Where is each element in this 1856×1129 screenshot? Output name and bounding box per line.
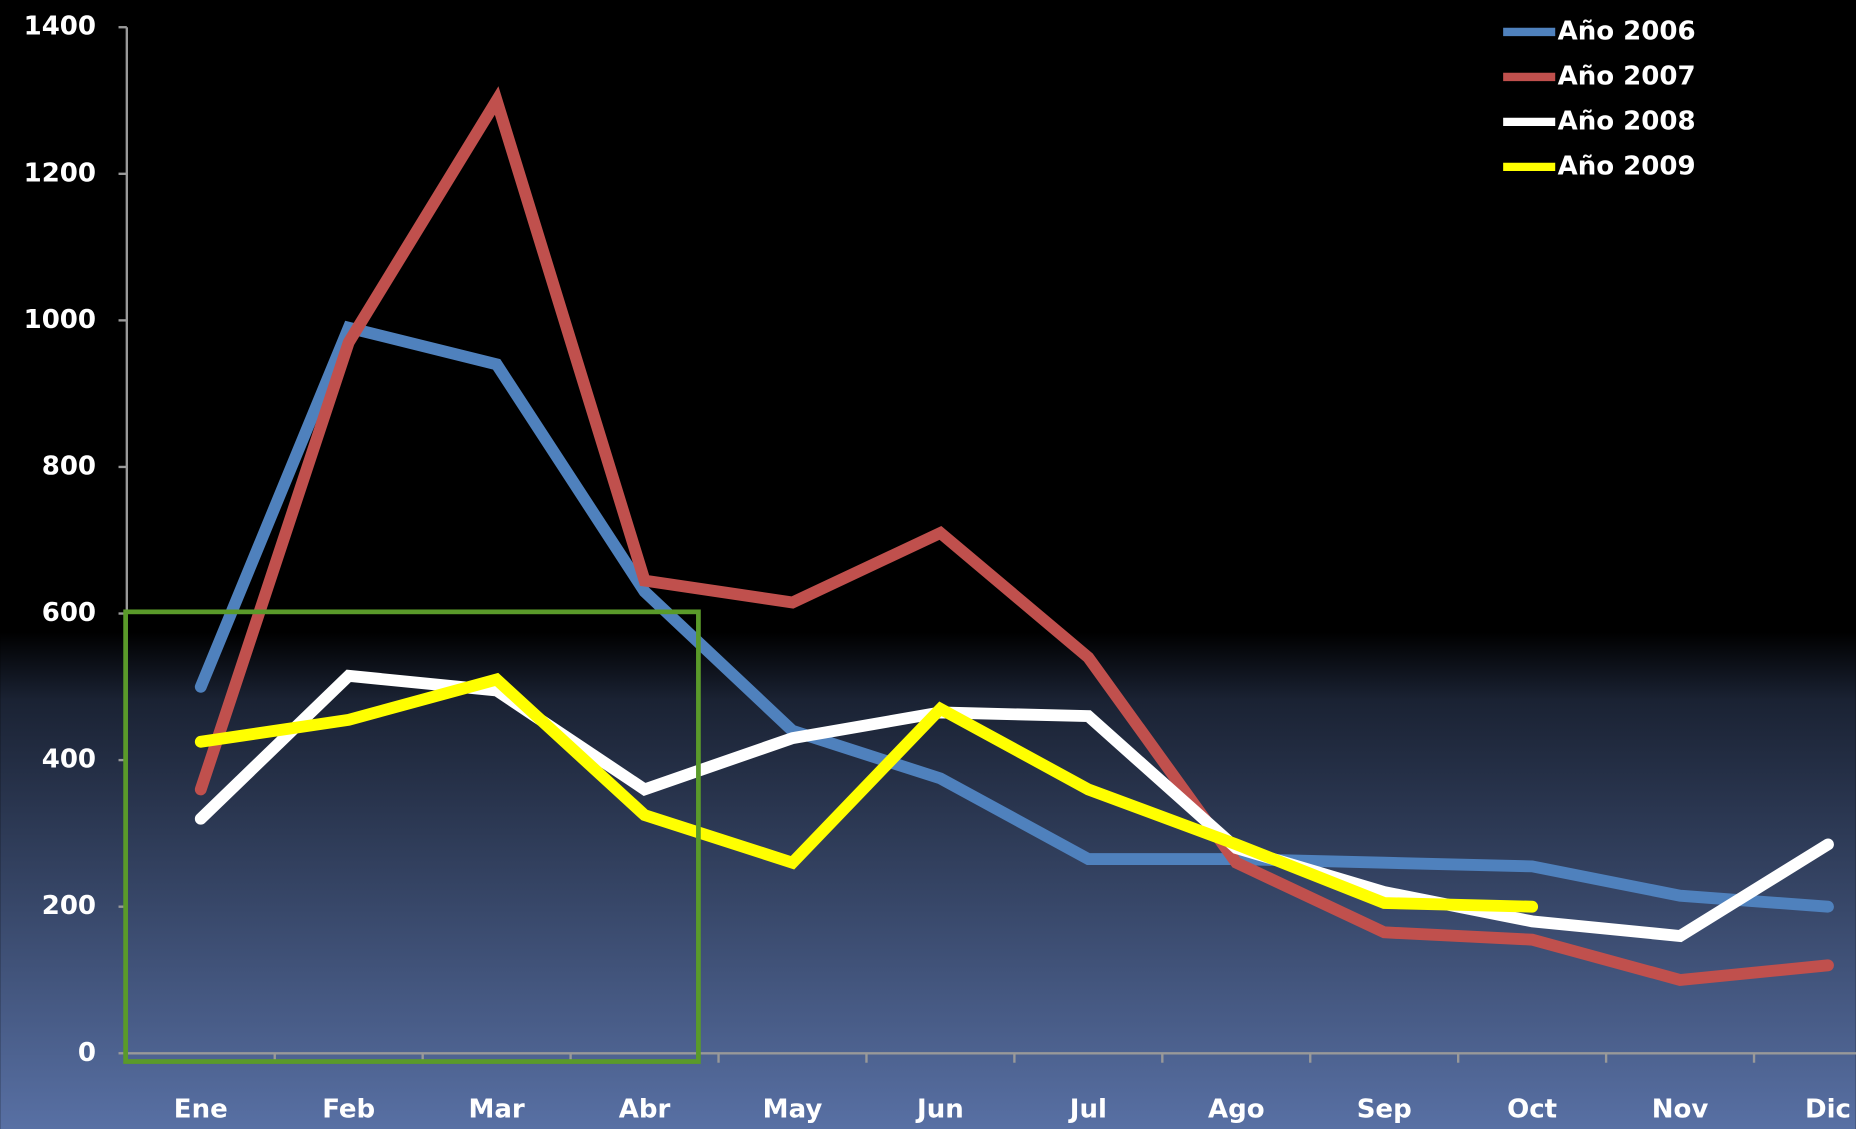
y-tick-label: 1200 xyxy=(24,158,96,188)
x-tick-label: Ene xyxy=(174,1095,228,1125)
highlight-box xyxy=(123,609,701,1064)
legend-label: Año 2007 xyxy=(1558,61,1696,91)
x-tick-label: Oct xyxy=(1507,1095,1557,1125)
x-tick-label: Nov xyxy=(1652,1095,1709,1125)
x-tick-label: Dic xyxy=(1805,1095,1851,1125)
series-line xyxy=(194,320,1834,913)
y-tick-label: 800 xyxy=(42,451,96,481)
x-tick-label: Abr xyxy=(619,1095,671,1125)
legend-label: Año 2009 xyxy=(1558,151,1696,181)
x-tick-label: Ago xyxy=(1208,1095,1265,1125)
legend-label: Año 2008 xyxy=(1558,106,1696,136)
y-tick-label: 400 xyxy=(42,745,96,775)
x-tick-label: Jun xyxy=(915,1095,964,1125)
x-tick-label: Sep xyxy=(1357,1095,1412,1125)
y-tick-label: 0 xyxy=(78,1038,96,1068)
y-tick-label: 1000 xyxy=(24,305,96,335)
x-tick-label: Feb xyxy=(322,1095,375,1125)
y-tick-label: 200 xyxy=(42,891,96,921)
series-line xyxy=(194,672,1539,913)
series-line xyxy=(194,86,1834,986)
y-tick-label: 600 xyxy=(42,598,96,628)
x-tick-label: May xyxy=(763,1095,823,1125)
x-tick-label: Jul xyxy=(1068,1095,1107,1125)
legend-label: Año 2006 xyxy=(1558,16,1696,46)
y-tick-label: 1400 xyxy=(24,12,96,42)
x-tick-label: Mar xyxy=(468,1095,524,1125)
